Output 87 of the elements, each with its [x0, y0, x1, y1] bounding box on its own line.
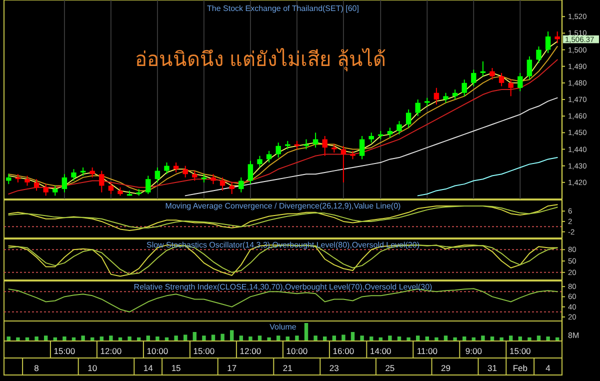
chart-title: Volume [270, 322, 297, 332]
bar [295, 336, 299, 341]
candlestick [304, 138, 309, 150]
category-label: 4 [546, 363, 551, 373]
candlestick [322, 135, 328, 156]
candlestick [443, 92, 448, 104]
bar [388, 336, 392, 341]
candlestick [24, 175, 30, 186]
bar [174, 336, 178, 341]
category-label: 29 [441, 363, 451, 373]
category-label: 8 [34, 363, 40, 373]
candlestick [43, 184, 48, 196]
category-label: 14 [143, 363, 154, 373]
x-tick-label: 12:00 [240, 346, 262, 356]
bar [230, 330, 234, 341]
text: The Stock Exchange of Thailand(SET) [60] [207, 4, 359, 13]
candlestick [434, 87, 440, 105]
candlestick [396, 120, 402, 135]
annotation: อ่อนนิดนึง แต่ยังไม่เสีย ลุ้นได้ [135, 48, 386, 72]
candlestick [192, 170, 198, 182]
chart-title: Moving Average Convergence / Divergence(26,12,9),Value Line(0) [165, 202, 402, 210]
candlestick [257, 155, 262, 168]
candlestick [248, 160, 254, 185]
candlestick [545, 31, 551, 54]
bar [81, 336, 85, 341]
candlestick [368, 132, 374, 144]
candlestick [387, 127, 393, 138]
candlestick [471, 69, 476, 87]
category-label: 21 [282, 363, 293, 373]
x-tick-label: 9:00 [465, 346, 482, 356]
category-label: Feb [512, 363, 528, 373]
candlestick [536, 46, 542, 64]
candlestick [266, 150, 272, 164]
category-label: 15 [171, 363, 182, 373]
x-tick-label: 10:00 [286, 346, 308, 356]
candlestick [210, 174, 216, 185]
candlestick [508, 79, 514, 97]
candlestick [90, 166, 95, 178]
candlestick [498, 72, 504, 87]
candlestick [518, 72, 523, 92]
candlestick [164, 162, 170, 175]
category-label: 10 [88, 363, 98, 373]
candlestick [462, 79, 467, 97]
candlestick [238, 176, 244, 193]
candlestick [182, 165, 188, 178]
candlestick [490, 67, 495, 80]
x-tick-label: 11:00 [416, 346, 438, 356]
category-label: 17 [227, 363, 237, 373]
candlestick [154, 166, 160, 183]
candlestick [229, 182, 234, 195]
candlestick [312, 132, 318, 148]
x-tick-label: 12:00 [100, 346, 122, 356]
candlestick [526, 56, 532, 80]
candlestick [146, 175, 151, 195]
category-label: 23 [329, 363, 340, 373]
candlestick [406, 108, 412, 128]
line-series [184, 97, 558, 196]
candlestick [99, 170, 104, 193]
x-tick-label: 16:00 [332, 346, 354, 356]
candlestick [71, 168, 76, 182]
x-tick-label: 15:00 [510, 346, 532, 356]
candlestick [276, 142, 281, 158]
candlestick [6, 174, 12, 185]
x-tick-label: 10:00 [146, 346, 168, 356]
x-tick-label: 15:00 [193, 346, 215, 356]
bar [481, 336, 485, 341]
bar [360, 336, 364, 341]
category-label: 31 [488, 363, 498, 373]
bar [220, 334, 224, 341]
candlestick [359, 135, 365, 160]
candlestick [34, 178, 40, 192]
x-tick-label: 14:00 [370, 346, 392, 356]
chart-title: Relative Strength Index(CLOSE,14,30,70),Overbought Level(70),Oversold Level(30) [134, 282, 433, 292]
category-label: 25 [385, 363, 395, 373]
candlestick [415, 99, 420, 117]
candlestick [108, 182, 114, 195]
candlestick [62, 174, 68, 193]
bar [109, 336, 113, 341]
bar [314, 336, 318, 341]
candlestick [554, 31, 560, 44]
bar [304, 323, 308, 341]
bar [202, 336, 206, 341]
text: 8M [568, 331, 580, 340]
x-tick-label: 15:00 [54, 346, 76, 356]
candlestick [52, 185, 58, 196]
bar [342, 334, 346, 341]
line-series [417, 157, 558, 196]
